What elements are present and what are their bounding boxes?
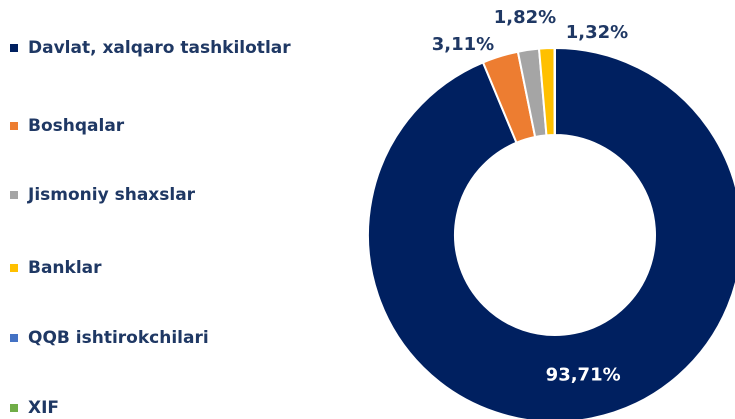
value-label: 1,32% bbox=[566, 22, 628, 43]
legend-swatch bbox=[10, 334, 18, 342]
value-label: 3,11% bbox=[432, 34, 494, 55]
value-label: 1,82% bbox=[494, 7, 556, 28]
legend-swatch bbox=[10, 44, 18, 52]
legend-label: QQB ishtirokchilari bbox=[28, 328, 209, 348]
legend-swatch bbox=[10, 191, 18, 199]
legend-label: Davlat, xalqaro tashkilotlar bbox=[28, 38, 291, 58]
legend-label: Banklar bbox=[28, 258, 102, 278]
legend-label: XIF bbox=[28, 398, 59, 418]
legend-swatch bbox=[10, 122, 18, 130]
donut-slice bbox=[367, 46, 735, 419]
legend-label: Jismoniy shaxslar bbox=[27, 185, 196, 205]
legend-swatch bbox=[10, 404, 18, 412]
value-label: 93,71% bbox=[546, 365, 621, 386]
legend-label: Boshqalar bbox=[28, 116, 125, 136]
legend-swatch bbox=[10, 264, 18, 272]
